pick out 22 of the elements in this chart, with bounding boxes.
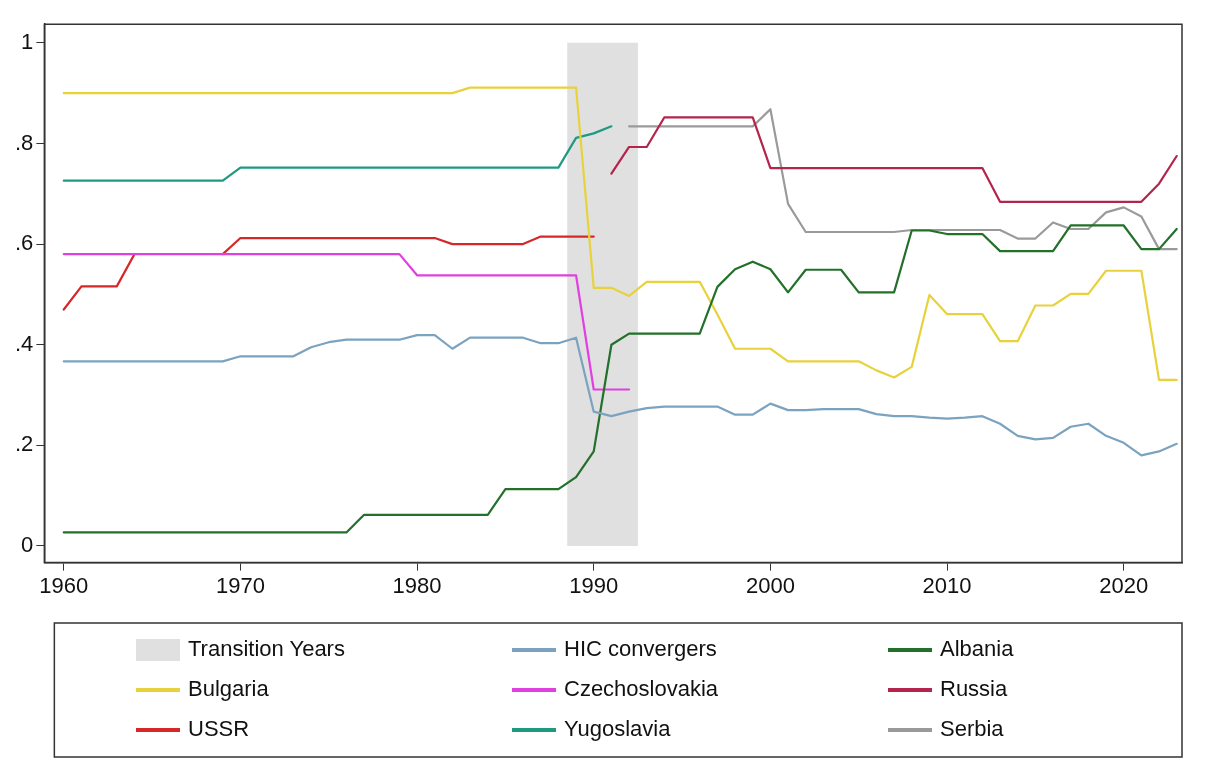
y-tick-label: .2 bbox=[14, 431, 34, 457]
legend-label: Serbia bbox=[940, 716, 1005, 742]
legend-label: Transition Years bbox=[188, 636, 345, 662]
x-tick-label: 1960 bbox=[39, 572, 89, 598]
x-tick-label: 2000 bbox=[745, 572, 795, 598]
y-tick-label: 0 bbox=[21, 532, 34, 558]
legend-label: Albania bbox=[940, 636, 1015, 662]
x-tick-label: 1970 bbox=[215, 572, 265, 598]
x-tick-label: 1980 bbox=[392, 572, 442, 598]
legend-label: Russia bbox=[940, 676, 1009, 702]
y-tick-label: .6 bbox=[14, 230, 34, 256]
legend-label: Yugoslavia bbox=[564, 716, 672, 742]
legend-label: Czechoslovakia bbox=[564, 676, 719, 702]
legend-label: HIC convergers bbox=[564, 636, 717, 662]
x-tick-label: 2010 bbox=[922, 572, 972, 598]
legend-label: USSR bbox=[188, 716, 250, 742]
y-tick-label: .8 bbox=[14, 129, 34, 155]
legend-label: Bulgaria bbox=[188, 676, 270, 702]
x-tick-label: 1990 bbox=[569, 572, 619, 598]
y-tick-label: .4 bbox=[14, 330, 34, 356]
x-tick-label: 2020 bbox=[1099, 572, 1149, 598]
y-tick-label: 1 bbox=[21, 28, 34, 54]
